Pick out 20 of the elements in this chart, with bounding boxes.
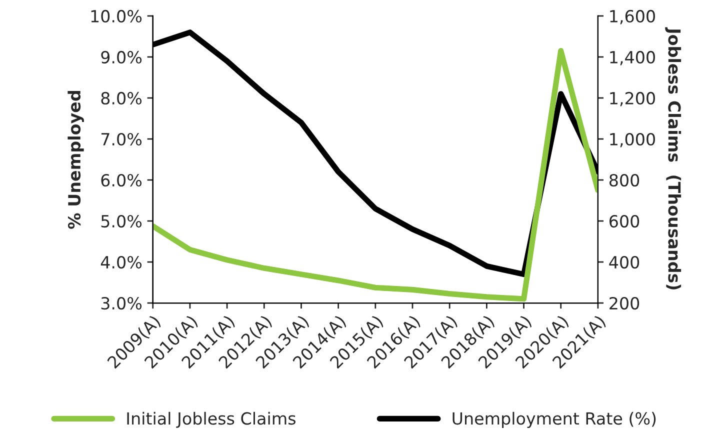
legend-label: Unemployment Rate (%) <box>452 412 656 428</box>
y-tick-label: 6.0% <box>101 174 142 187</box>
y-axis-title: % Unemployed <box>68 91 84 229</box>
y-tick-label: 5.0% <box>101 214 142 228</box>
y-tick-label: 9.0% <box>101 50 142 64</box>
y2-tick-label: 1,400 <box>610 50 655 66</box>
y2-tick-label: 400 <box>609 256 640 269</box>
y-tick-label: 7.0% <box>101 132 142 146</box>
legend-label: Initial Jobless Claims <box>127 412 296 428</box>
y-tick-label: 10.0% <box>91 10 142 23</box>
y-tick-label: 3.0% <box>101 296 142 310</box>
y2-tick-label: 1,600 <box>610 10 655 24</box>
y-tick-label: 4.0% <box>100 256 142 269</box>
y2-tick-label: 1,200 <box>610 92 655 106</box>
y-tick-label: 8.0% <box>101 92 142 105</box>
y2-tick-label: 1,000 <box>610 132 655 148</box>
y2-tick-label: 600 <box>610 214 640 228</box>
y2-tick-label: 200 <box>610 296 640 310</box>
y2-tick-label: 800 <box>610 174 640 187</box>
y2-axis-title: Jobless Claims (Thousands) <box>665 27 682 290</box>
